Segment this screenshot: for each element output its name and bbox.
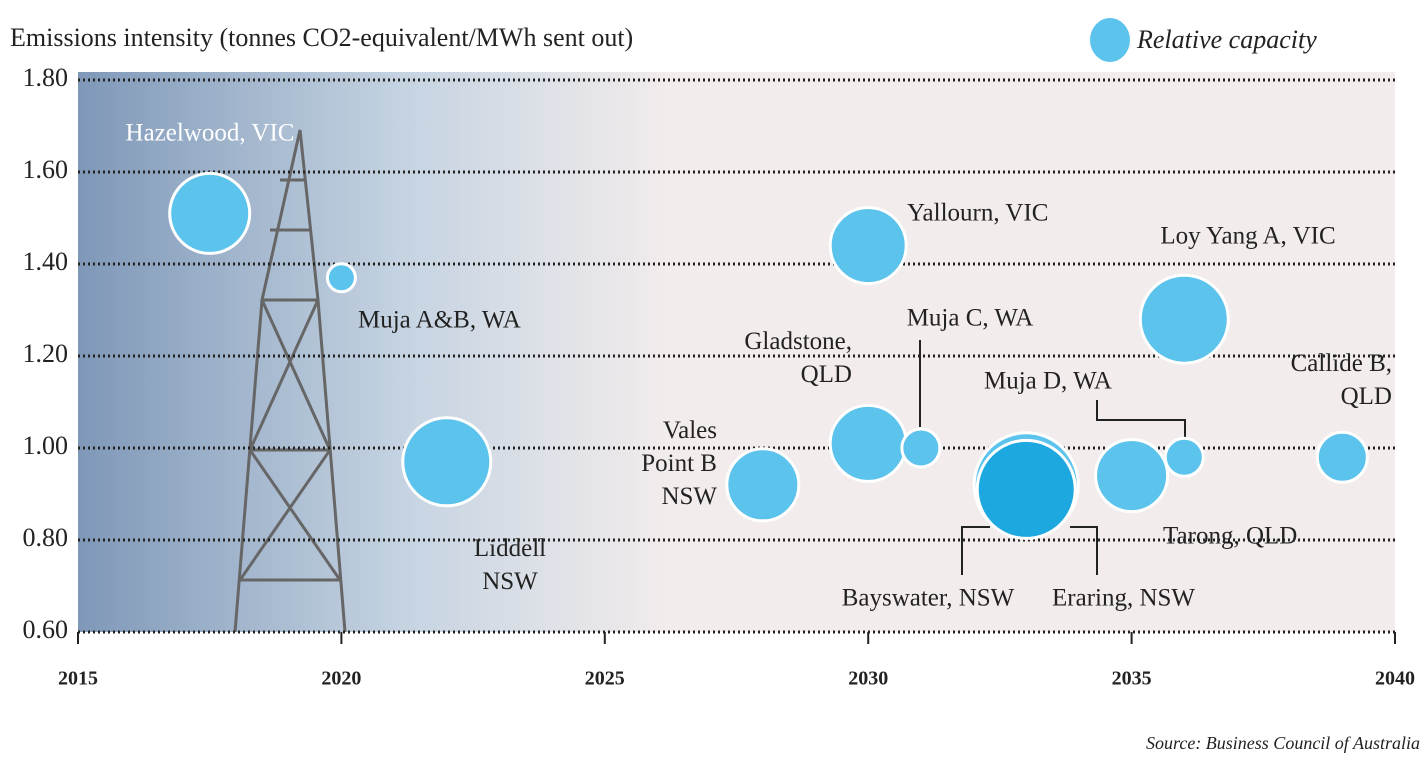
bubble — [1163, 436, 1205, 478]
bubble — [975, 438, 1077, 540]
source: Source: Business Council of Australia — [1146, 733, 1420, 753]
bubble — [828, 403, 908, 483]
y-tick-label: 1.80 — [23, 63, 69, 92]
bubble — [325, 262, 357, 294]
legend-label: Relative capacity — [1136, 25, 1317, 54]
y-tick-label: 1.00 — [23, 431, 69, 460]
bubble — [725, 447, 801, 523]
y-tick-label: 1.20 — [23, 339, 69, 368]
point-label: Loy Yang A, VIC — [1160, 223, 1335, 250]
point-label: Vales Point B NSW — [641, 417, 717, 510]
legend-swatch — [1090, 18, 1130, 62]
leader-lines — [919, 340, 1186, 575]
bubble — [1094, 438, 1170, 514]
point-label: Callide B, QLD — [1291, 350, 1392, 410]
x-tick-label: 2030 — [848, 668, 888, 690]
y-tick-label: 1.60 — [23, 155, 69, 184]
bubble — [900, 427, 942, 469]
point-label: Muja A&B, WA — [358, 307, 521, 334]
point-label: Hazelwood, VIC — [126, 120, 295, 147]
bubble — [1315, 430, 1369, 484]
x-tick-label: 2015 — [58, 668, 98, 690]
bubble — [1138, 273, 1230, 365]
point-label: Eraring, NSW — [1052, 585, 1195, 612]
point-label: Liddell NSW — [474, 535, 546, 595]
point-label: Muja D, WA — [984, 368, 1112, 395]
point-label: Yallourn, VIC — [907, 200, 1048, 227]
x-tick-label: 2025 — [585, 668, 625, 690]
point-label: Bayswater, NSW — [842, 585, 1015, 612]
bubble — [401, 416, 493, 508]
point-label: Tarong, QLD — [1163, 523, 1297, 550]
x-tick-label: 2020 — [321, 668, 361, 690]
bubble — [168, 171, 252, 255]
point-label: Gladstone, QLD — [744, 328, 852, 388]
y-tick-label: 1.40 — [23, 247, 69, 276]
chart-title: Emissions intensity (tonnes CO2-equivale… — [10, 23, 633, 52]
y-tick-label: 0.80 — [23, 523, 69, 552]
pylon — [233, 129, 347, 633]
bubble — [828, 206, 908, 286]
x-tick-label: 2040 — [1375, 668, 1415, 690]
x-tick-label: 2035 — [1112, 668, 1152, 690]
y-tick-label: 0.60 — [23, 615, 69, 644]
point-label: Muja C, WA — [907, 305, 1034, 332]
